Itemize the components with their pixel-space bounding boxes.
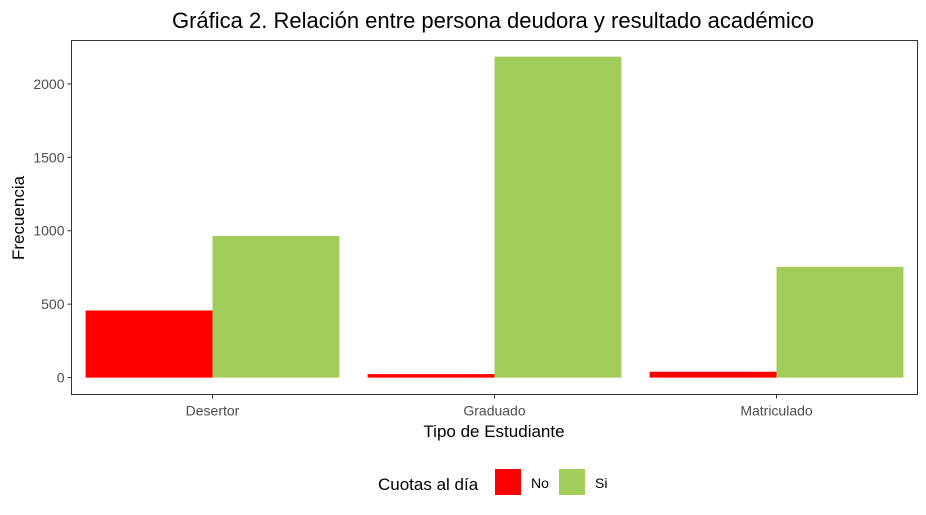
legend-title: Cuotas al día bbox=[378, 475, 479, 494]
x-axis-title: Tipo de Estudiante bbox=[423, 422, 564, 441]
legend-label-si: Si bbox=[595, 475, 607, 491]
bar-si-matriculado bbox=[776, 266, 904, 378]
bar-si-graduado bbox=[494, 56, 622, 378]
legend-key-si bbox=[559, 469, 585, 495]
legend: Cuotas al día No Si bbox=[378, 469, 607, 495]
y-axis: 0 500 1000 1500 2000 bbox=[33, 76, 72, 386]
legend-label-no: No bbox=[531, 475, 549, 491]
bar-no-graduado bbox=[367, 374, 495, 378]
chart-title: Gráfica 2. Relación entre persona deudor… bbox=[172, 8, 814, 33]
x-axis: Desertor Graduado Matriculado bbox=[186, 394, 813, 419]
y-tick-label: 0 bbox=[57, 370, 65, 386]
y-tick-label: 1500 bbox=[33, 149, 64, 165]
y-tick-label: 500 bbox=[41, 296, 65, 312]
legend-key-no bbox=[495, 469, 521, 495]
bar-no-matriculado bbox=[649, 371, 777, 378]
y-tick-label: 2000 bbox=[33, 76, 64, 92]
x-tick-label: Matriculado bbox=[740, 403, 813, 419]
x-tick-label: Desertor bbox=[186, 403, 240, 419]
bar-si-desertor bbox=[212, 236, 340, 378]
x-tick-label: Graduado bbox=[463, 403, 525, 419]
bars bbox=[85, 56, 904, 378]
y-axis-title: Frecuencia bbox=[9, 175, 28, 260]
y-tick-label: 1000 bbox=[33, 223, 64, 239]
bar-no-desertor bbox=[85, 310, 213, 378]
